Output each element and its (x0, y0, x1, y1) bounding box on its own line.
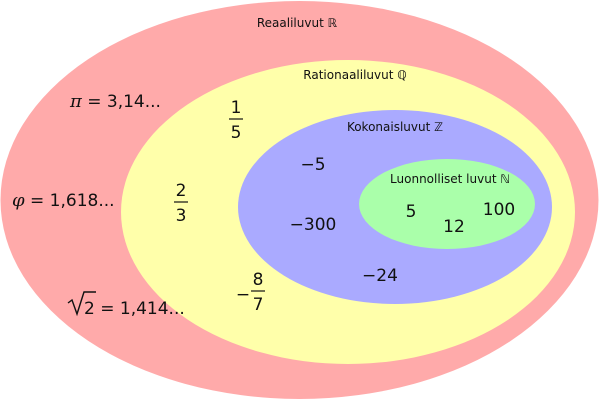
naturals-ellipse (359, 159, 535, 249)
fraction-numerator: 1 (231, 98, 242, 118)
rationals-label: Rationaaliluvut ℚ (303, 68, 406, 82)
radical-sign (67, 291, 96, 317)
svg-text:φ = 1,618...: φ = 1,618... (12, 190, 115, 211)
fraction-denominator: 5 (231, 123, 242, 143)
pi-example: π = 3,14... (69, 91, 161, 112)
sqrt2-radicand: 2 (84, 299, 95, 319)
phi-example: φ = 1,618... (12, 190, 115, 211)
sqrt2-value: = 1,414... (95, 299, 185, 319)
phi-value: = 1,618... (25, 191, 115, 211)
fraction-sign: − (236, 285, 250, 305)
fraction-denominator: 7 (253, 295, 264, 315)
natural-5: 5 (406, 202, 417, 222)
fraction-numerator: 2 (176, 181, 187, 201)
fraction-numerator: 8 (253, 270, 264, 290)
natural-12: 12 (443, 217, 465, 237)
integers-label: Kokonaisluvut ℤ (347, 120, 443, 134)
fraction-neg-eight-sevenths: − 8 7 (236, 270, 265, 315)
fraction-two-thirds: 2 3 (174, 181, 188, 226)
fraction-denominator: 3 (176, 206, 187, 226)
integer-neg5: −5 (300, 155, 325, 175)
reals-label: Reaaliluvut ℝ (257, 16, 338, 30)
phi-symbol: φ (12, 190, 25, 211)
svg-text:2 = 1,414...: 2 = 1,414... (84, 299, 185, 319)
natural-100: 100 (483, 200, 515, 220)
naturals-label: Luonnolliset luvut ℕ (390, 172, 510, 186)
fraction-one-fifth: 1 5 (229, 98, 243, 143)
svg-text:π = 3,14...: π = 3,14... (69, 91, 161, 112)
integer-neg300: −300 (290, 215, 337, 235)
integer-neg24: −24 (362, 266, 398, 286)
pi-value: = 3,14... (82, 92, 161, 112)
sqrt2-example: 2 = 1,414... (67, 291, 185, 319)
pi-symbol: π (69, 91, 83, 112)
